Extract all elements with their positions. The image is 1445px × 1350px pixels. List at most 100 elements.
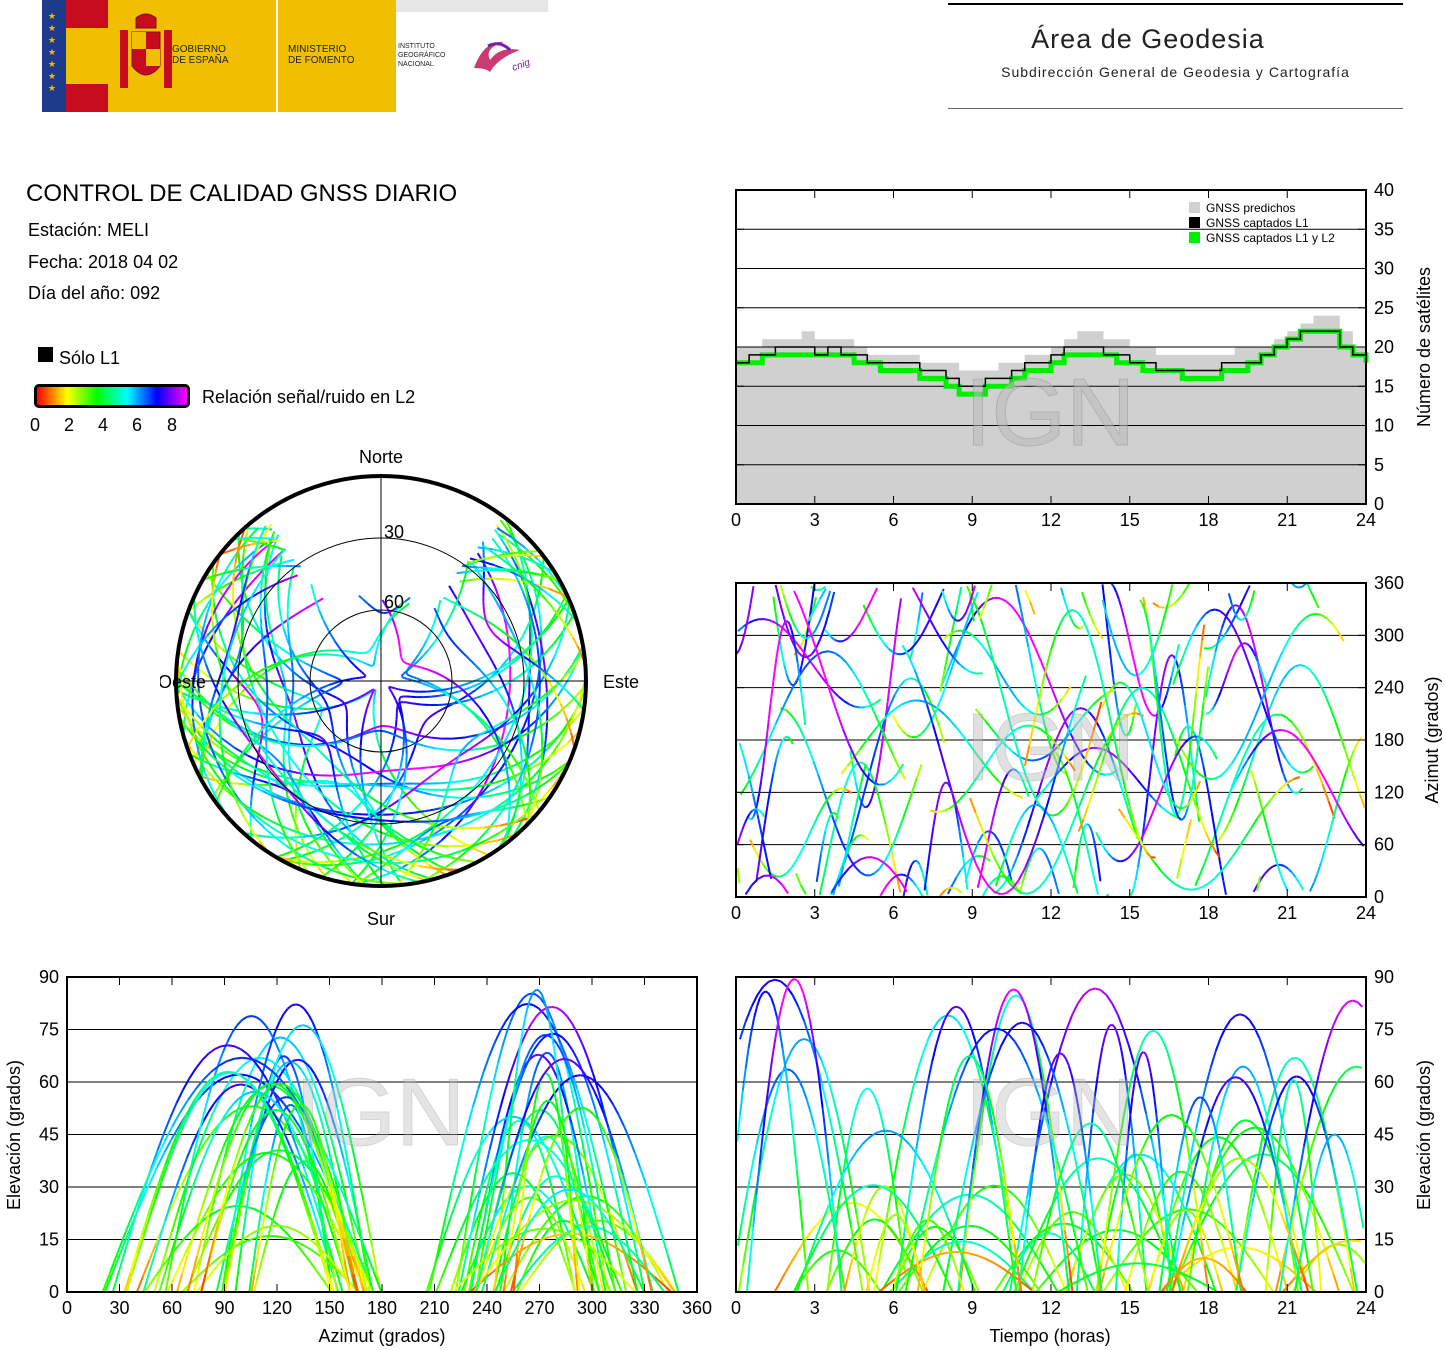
elevation-azimuth-track-segment xyxy=(207,1173,215,1190)
azimuth-track-segment xyxy=(1061,692,1068,700)
sky-track-segment xyxy=(363,709,368,718)
sky-track-segment xyxy=(491,805,504,812)
azimuth-track-segment xyxy=(1162,664,1168,675)
elevation-azimuth-track-segment xyxy=(523,1279,530,1287)
sky-track-segment xyxy=(463,570,473,574)
sky-track-segment xyxy=(468,784,478,795)
sky-track-segment xyxy=(439,829,452,836)
azimuth-track-segment xyxy=(927,842,933,859)
azimuth-track-segment xyxy=(1168,798,1173,808)
elevation-azimuth-track-segment xyxy=(549,1181,555,1194)
azimuth-track-segment xyxy=(842,867,850,876)
sky-track-segment xyxy=(344,654,351,662)
elevation-azimuth-track-segment xyxy=(325,1101,333,1115)
azimuth-track-segment xyxy=(1115,711,1122,723)
sky-track-segment xyxy=(494,747,503,759)
azimuth-track-segment xyxy=(1016,842,1024,857)
sky-track-segment xyxy=(400,781,406,796)
elevation-azimuth-track-segment xyxy=(231,1024,238,1034)
azimuth-track-segment xyxy=(796,662,801,678)
azimuth-track-segment xyxy=(971,596,979,611)
sky-track-segment xyxy=(545,599,553,608)
elevation-azimuth-track-segment xyxy=(553,1219,559,1226)
azimuth-track-segment xyxy=(993,834,1000,843)
azimuth-track-segment xyxy=(1109,658,1114,677)
sky-track-segment xyxy=(494,529,502,539)
azimuth-track-segment xyxy=(947,608,953,616)
azimuth-track-segment xyxy=(925,704,934,726)
azimuth-track-segment xyxy=(741,631,747,643)
azimuth-track-segment xyxy=(1303,769,1310,774)
elevation-azimuth-track-segment xyxy=(213,1096,220,1105)
sky-track-segment xyxy=(428,684,438,691)
azimuth-track-segment xyxy=(1180,838,1188,859)
azimuth-track-segment xyxy=(1246,643,1250,647)
sky-track-segment xyxy=(503,823,510,845)
sky-track-segment xyxy=(359,769,364,784)
sky-track-segment xyxy=(558,630,565,645)
azimuth-track-segment xyxy=(1080,616,1087,627)
sky-track-segment xyxy=(483,610,486,615)
elevation-azimuth-track-segment xyxy=(163,1137,173,1153)
sky-track-segment xyxy=(512,550,527,555)
elevation-azimuth-track-segment xyxy=(180,1172,189,1186)
elevation-azimuth-track-segment xyxy=(363,1251,370,1272)
sky-track-segment xyxy=(310,680,316,688)
azimuth-track-segment xyxy=(1045,752,1053,768)
azimuth-track-segment xyxy=(1072,721,1079,729)
elevation-azimuth-track-segment xyxy=(613,1225,621,1239)
azimuth-track-segment xyxy=(1191,888,1198,891)
sky-track-segment xyxy=(251,784,263,792)
azimuth-track-segment xyxy=(812,760,819,775)
l1-only-label: Sólo L1 xyxy=(59,348,121,368)
azimuth-track-segment xyxy=(758,809,763,814)
sky-track-segment xyxy=(411,784,420,791)
azimuth-track-segment xyxy=(1212,751,1218,760)
azimuth-track-segment xyxy=(774,621,781,627)
azimuth-track-segment xyxy=(958,794,965,802)
sky-track-segment xyxy=(554,677,564,687)
azimuth-track-segment xyxy=(1200,702,1205,721)
sky-track-segment xyxy=(344,678,351,682)
sky-track-segment xyxy=(366,879,382,884)
azimuth-track-segment xyxy=(1220,618,1227,629)
sky-track-segment xyxy=(465,614,471,623)
azimuth-track-segment xyxy=(978,608,985,620)
azimuth-track-segment xyxy=(1294,585,1300,589)
azimuth-track-segment xyxy=(1032,886,1040,893)
elevation-azimuth-track-segment xyxy=(515,1285,521,1293)
elevation-azimuth-track-segment xyxy=(337,1194,344,1214)
azimuth-track-segment xyxy=(943,649,950,671)
azimuth-track-segment xyxy=(898,680,906,687)
azimuth-track-segment xyxy=(1027,890,1034,895)
azimuth-track-segment xyxy=(1112,753,1119,760)
sky-track-segment xyxy=(389,685,392,689)
sky-track-segment xyxy=(461,844,475,852)
azimuth-track-segment xyxy=(955,869,962,878)
sky-track-segment xyxy=(246,775,253,780)
azimuth-track-segment xyxy=(997,740,1004,749)
azimuth-track-segment xyxy=(1128,725,1133,733)
sky-track-segment xyxy=(354,695,361,701)
azimuth-track-segment xyxy=(1211,705,1216,710)
ring-label-30: 30 xyxy=(384,522,404,542)
sky-track-segment xyxy=(553,690,562,705)
sky-track-segment xyxy=(503,616,510,626)
sky-track-segment xyxy=(261,566,266,578)
sky-track-segment xyxy=(460,749,468,756)
sky-track-segment xyxy=(504,623,509,635)
l1-only-swatch xyxy=(38,347,53,362)
sky-track-segment xyxy=(312,813,317,820)
sky-track-segment xyxy=(212,756,224,767)
sky-track-segment xyxy=(405,838,422,848)
sky-track-segment xyxy=(349,789,355,794)
sky-track-segment xyxy=(364,817,374,821)
azimuth-track-segment xyxy=(1349,749,1356,760)
azimuth-track-segment xyxy=(1286,730,1293,735)
azimuth-track-segment xyxy=(1180,793,1185,804)
x-tick-label: 0 xyxy=(731,903,741,923)
ministry-line-1: MINISTERIO xyxy=(288,44,347,55)
sky-track-segment xyxy=(208,739,222,750)
sky-track-segment xyxy=(486,585,493,595)
azimuth-track-segment xyxy=(1296,737,1304,745)
